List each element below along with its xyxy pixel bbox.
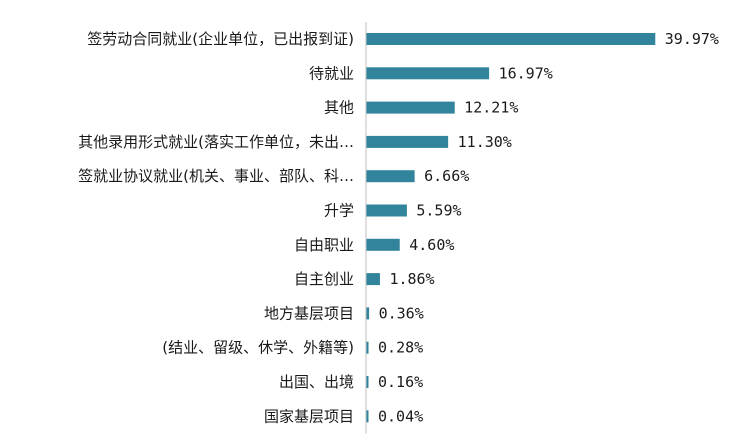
category-label: 升学 [324, 202, 354, 220]
category-label: 其他录用形式就业(落实工作单位，未出… [78, 133, 354, 151]
value-label: 39.97% [665, 30, 719, 48]
bar [366, 273, 380, 286]
category-label: 国家基层项目 [264, 407, 354, 425]
category-label: 自主创业 [294, 270, 354, 288]
value-label: 0.36% [379, 304, 424, 322]
category-label: (结业、留级、休学、外籍等) [162, 339, 354, 357]
bar [366, 135, 449, 148]
value-label: 0.28% [378, 339, 423, 357]
category-label: 待就业 [309, 64, 354, 82]
value-label: 1.86% [389, 270, 434, 288]
bar [366, 307, 370, 320]
value-label: 12.21% [464, 99, 518, 117]
bar [366, 204, 407, 217]
value-label: 5.59% [416, 202, 461, 220]
bar [366, 238, 400, 251]
category-label: 地方基层项目 [264, 304, 354, 322]
bar [366, 67, 490, 80]
value-label: 0.16% [378, 373, 423, 391]
category-label: 签就业协议就业(机关、事业、部队、科… [78, 167, 354, 185]
value-label: 11.30% [458, 133, 512, 151]
category-label: 出国、出境 [279, 373, 354, 391]
bar [366, 410, 369, 423]
bar [366, 170, 415, 183]
value-label: 4.60% [409, 236, 454, 254]
bar [366, 341, 369, 354]
bar [366, 376, 369, 388]
bar [366, 33, 656, 45]
category-label: 签劳动合同就业(企业单位，已出报到证) [87, 30, 354, 48]
category-label: 自由职业 [294, 236, 354, 254]
value-label: 16.97% [499, 64, 553, 82]
category-label: 其他 [324, 99, 354, 117]
bar [366, 101, 455, 114]
value-label: 6.66% [424, 167, 469, 185]
value-label: 0.04% [378, 407, 423, 425]
